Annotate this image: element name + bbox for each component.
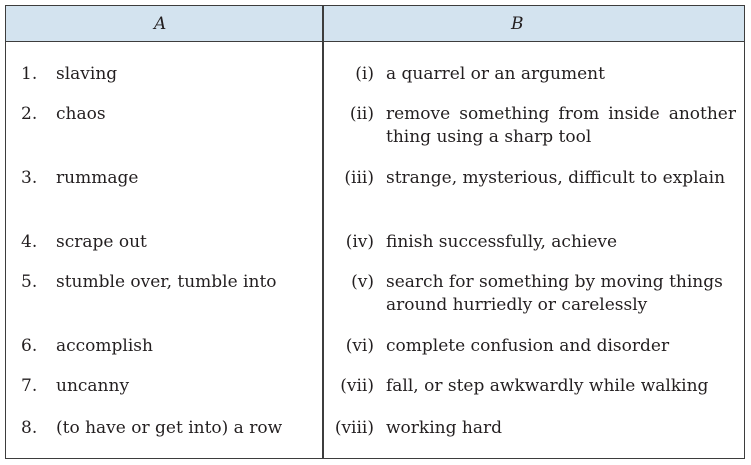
term-text: scrape out bbox=[56, 232, 147, 252]
meaning-text: fall, or step awkwardly while walking bbox=[386, 376, 709, 396]
term-text: chaos bbox=[56, 104, 106, 124]
term-text: (to have or get into) a row bbox=[56, 418, 283, 438]
term-text: accomplish bbox=[56, 336, 153, 356]
meaning-text: working hard bbox=[386, 418, 502, 438]
meaning-numeral: (i) bbox=[355, 64, 374, 84]
column-b-header: B bbox=[511, 14, 524, 34]
term-text: uncanny bbox=[56, 376, 130, 396]
meaning-text: remove something from inside another thi… bbox=[386, 104, 736, 147]
meaning-text: strange, mysterious, difficult to explai… bbox=[386, 168, 726, 188]
match-table: A B 1. slaving (i) a quarrel or an argum… bbox=[5, 5, 745, 459]
meaning-numeral: (vii) bbox=[340, 376, 374, 396]
term-text: stumble over, tumble into bbox=[56, 272, 277, 292]
meaning-text: a quarrel or an argument bbox=[386, 64, 605, 84]
row-number: 4. bbox=[21, 232, 38, 252]
meaning-numeral: (iii) bbox=[344, 168, 374, 188]
table-header: A B bbox=[6, 6, 744, 42]
term-text: slaving bbox=[56, 64, 118, 84]
meaning-numeral: (ii) bbox=[349, 104, 374, 124]
row-number: 5. bbox=[21, 272, 38, 292]
row-number: 7. bbox=[21, 376, 38, 396]
row-number: 1. bbox=[21, 64, 38, 84]
meaning-numeral: (vi) bbox=[345, 336, 374, 356]
row-number: 2. bbox=[21, 104, 38, 124]
row-number: 3. bbox=[21, 168, 38, 188]
meaning-text: search for something by moving things ar… bbox=[386, 272, 723, 315]
meaning-numeral: (iv) bbox=[345, 232, 374, 252]
meaning-text: finish successfully, achieve bbox=[386, 232, 618, 252]
row-number: 8. bbox=[21, 418, 38, 438]
row-number: 6. bbox=[21, 336, 38, 356]
meaning-text: complete confusion and disorder bbox=[386, 336, 670, 356]
meaning-numeral: (v) bbox=[351, 272, 374, 292]
term-text: rummage bbox=[56, 168, 139, 188]
meaning-numeral: (viii) bbox=[334, 418, 374, 438]
column-a-header: A bbox=[154, 14, 167, 34]
column-divider bbox=[322, 6, 324, 458]
